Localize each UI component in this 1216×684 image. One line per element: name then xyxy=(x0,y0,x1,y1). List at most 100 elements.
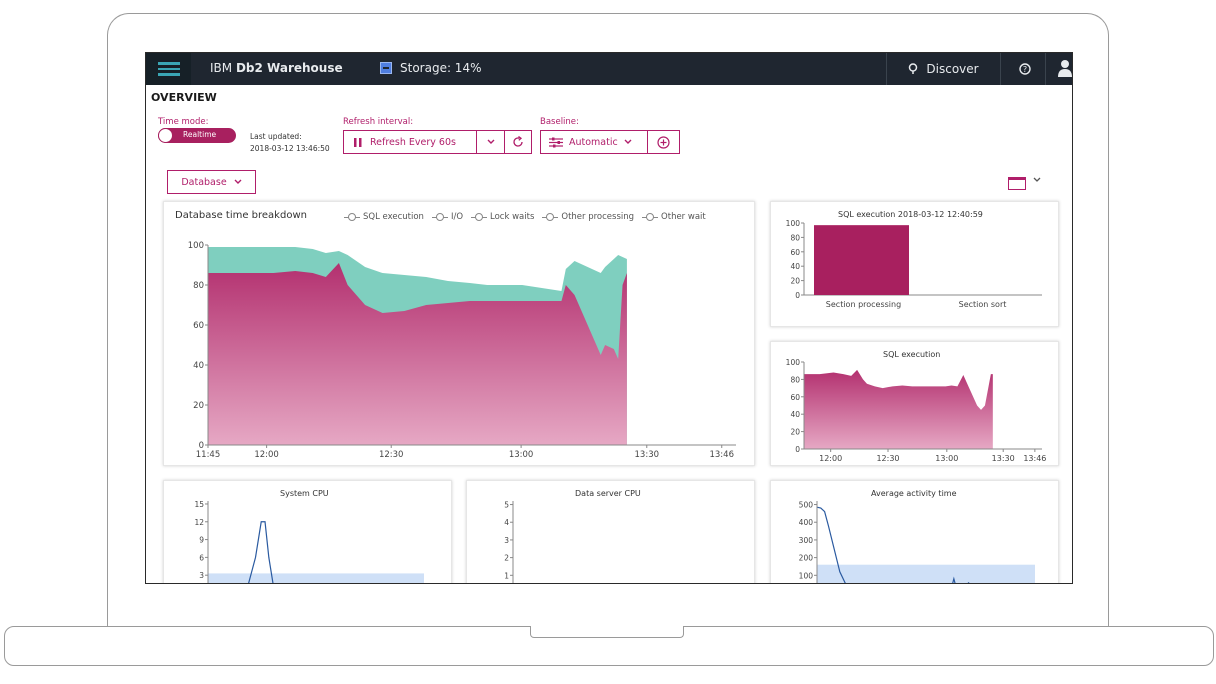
svg-text:?: ? xyxy=(1022,65,1026,74)
y-tick-label: 0 xyxy=(795,445,800,454)
screen: IBM Db2 Warehouse Storage: 14% Discover … xyxy=(145,52,1073,584)
add-circle-icon xyxy=(657,135,670,149)
system-cpu-panel: System CPU 3 6 9 12 15 xyxy=(163,480,452,583)
y-tick-label: 40 xyxy=(790,262,800,271)
y-tick-label: 80 xyxy=(790,375,800,384)
legend-item[interactable]: I/O xyxy=(431,212,464,222)
refresh-icon xyxy=(513,136,523,147)
discover-label: Discover xyxy=(926,62,979,76)
last-updated-label: Last updated: xyxy=(250,132,302,141)
storage-label: Storage: 14% xyxy=(400,61,482,75)
avg-activity-chart: 100 200 300 400 500 xyxy=(799,501,1035,583)
y-tick-label: 100 xyxy=(188,241,204,251)
avg-activity-line xyxy=(816,506,970,583)
legend-item[interactable]: Other wait xyxy=(642,212,706,222)
y-tick-label: 4 xyxy=(504,518,509,527)
y-tick-label: 60 xyxy=(193,321,204,331)
top-bar: IBM Db2 Warehouse Storage: 14% Discover … xyxy=(146,53,1072,85)
db-time-chart: 0 20 40 60 80 100 11:45 12:00 12:30 13:00 13:30 13:… xyxy=(188,241,736,460)
menu-icon[interactable] xyxy=(146,53,191,85)
y-tick-label: 400 xyxy=(799,518,814,527)
avg-activity-title: Average activity time xyxy=(871,489,957,498)
chevron-down-icon[interactable] xyxy=(1033,177,1041,183)
page-title: OVERVIEW xyxy=(151,91,217,104)
refresh-value: Refresh Every 60s xyxy=(370,136,456,148)
x-tick-label: 12:30 xyxy=(379,450,404,460)
y-tick-label: 80 xyxy=(193,281,204,291)
x-tick-label: 13:30 xyxy=(992,454,1015,463)
laptop-notch xyxy=(530,626,684,638)
last-updated: Last updated: 2018-03-12 13:46:50 xyxy=(250,131,330,155)
y-tick-label: 60 xyxy=(790,248,800,257)
data-server-cpu-panel: Data server CPU 1 2 3 4 5 xyxy=(466,480,755,583)
y-tick-label: 6 xyxy=(199,553,204,562)
chevron-down-icon xyxy=(487,139,494,144)
avg-activity-panel: Average activity time 100 200 300 400 500 xyxy=(770,480,1059,583)
baseline-control: Automatic xyxy=(540,130,680,154)
database-select[interactable]: Database xyxy=(167,170,256,194)
database-select-label: Database xyxy=(181,176,227,188)
refresh-control: Refresh Every 60s xyxy=(343,130,532,154)
refresh-now-button[interactable] xyxy=(504,131,531,153)
storage-indicator[interactable]: Storage: 14% xyxy=(380,61,481,75)
refresh-label: Refresh interval: xyxy=(343,117,414,127)
x-tick-label: 11:45 xyxy=(196,450,221,460)
sql-exec-chart: 0 20 40 60 80 100 12:00 12:30 13:00 13:30 13:46 xyxy=(786,358,1047,463)
legend-item[interactable]: Other processing xyxy=(542,212,634,222)
add-baseline-button[interactable] xyxy=(647,131,679,153)
db-time-title: Database time breakdown xyxy=(175,210,307,221)
x-tick-label: 13:30 xyxy=(635,450,660,460)
x-tick-label: 13:00 xyxy=(509,450,534,460)
bar-category-label: Section sort xyxy=(959,300,1007,309)
discover-button[interactable]: Discover xyxy=(886,53,1001,85)
x-tick-label: 13:00 xyxy=(935,454,958,463)
y-tick-label: 40 xyxy=(193,361,204,371)
db-time-panel: Database time breakdown SQL execution I/… xyxy=(163,201,755,466)
y-tick-label: 5 xyxy=(504,501,509,510)
y-tick-label: 12 xyxy=(194,518,204,527)
toggle-label: Realtime xyxy=(183,130,217,139)
sql-execution-area xyxy=(804,369,993,449)
user-icon[interactable] xyxy=(1058,59,1072,77)
x-tick-label: 12:00 xyxy=(254,450,279,460)
legend-label: Lock waits xyxy=(490,212,535,222)
x-tick-label: 13:46 xyxy=(1023,454,1046,463)
legend-label: Other wait xyxy=(661,212,706,222)
bulb-icon xyxy=(909,63,918,74)
y-tick-label: 20 xyxy=(790,428,800,437)
time-mode-label: Time mode: xyxy=(158,117,209,127)
y-tick-label: 60 xyxy=(790,393,800,402)
sql-exec-title: SQL execution xyxy=(883,350,941,359)
legend-label: SQL execution xyxy=(363,212,424,222)
refresh-pause-button[interactable]: Refresh Every 60s xyxy=(344,137,476,148)
y-tick-label: 80 xyxy=(790,233,800,242)
realtime-toggle[interactable]: Realtime xyxy=(158,128,236,143)
sliders-icon xyxy=(549,137,563,147)
data-server-cpu-chart: 1 2 3 4 5 xyxy=(504,501,514,583)
brand-name: Db2 Warehouse xyxy=(235,61,343,75)
y-tick-label: 0 xyxy=(199,441,204,451)
legend-label: Other processing xyxy=(561,212,635,222)
y-tick-label: 15 xyxy=(194,500,204,509)
legend-item[interactable]: Lock waits xyxy=(471,212,534,222)
y-tick-label: 200 xyxy=(799,554,814,563)
baseline-band xyxy=(208,573,424,583)
system-cpu-title: System CPU xyxy=(280,489,329,498)
brand-prefix: IBM xyxy=(210,61,233,75)
y-tick-label: 3 xyxy=(504,536,509,545)
y-tick-label: 2 xyxy=(504,554,509,563)
chevron-down-icon xyxy=(624,139,632,144)
y-tick-label: 40 xyxy=(790,410,800,419)
sql-bar-title: SQL execution 2018-03-12 12:40:59 xyxy=(838,210,983,219)
last-updated-value: 2018-03-12 13:46:50 xyxy=(250,144,330,153)
y-tick-label: 3 xyxy=(199,571,204,580)
x-tick-label: 12:00 xyxy=(819,454,842,463)
legend-item[interactable]: SQL execution xyxy=(344,212,424,222)
baseline-select[interactable]: Automatic xyxy=(541,137,647,148)
system-cpu-line xyxy=(248,521,274,583)
legend-label: I/O xyxy=(450,212,464,222)
help-button[interactable]: ? xyxy=(1004,53,1046,85)
calendar-icon[interactable] xyxy=(1008,177,1026,190)
system-cpu-chart: 3 6 9 12 15 xyxy=(194,500,424,583)
refresh-dropdown[interactable] xyxy=(476,131,504,153)
